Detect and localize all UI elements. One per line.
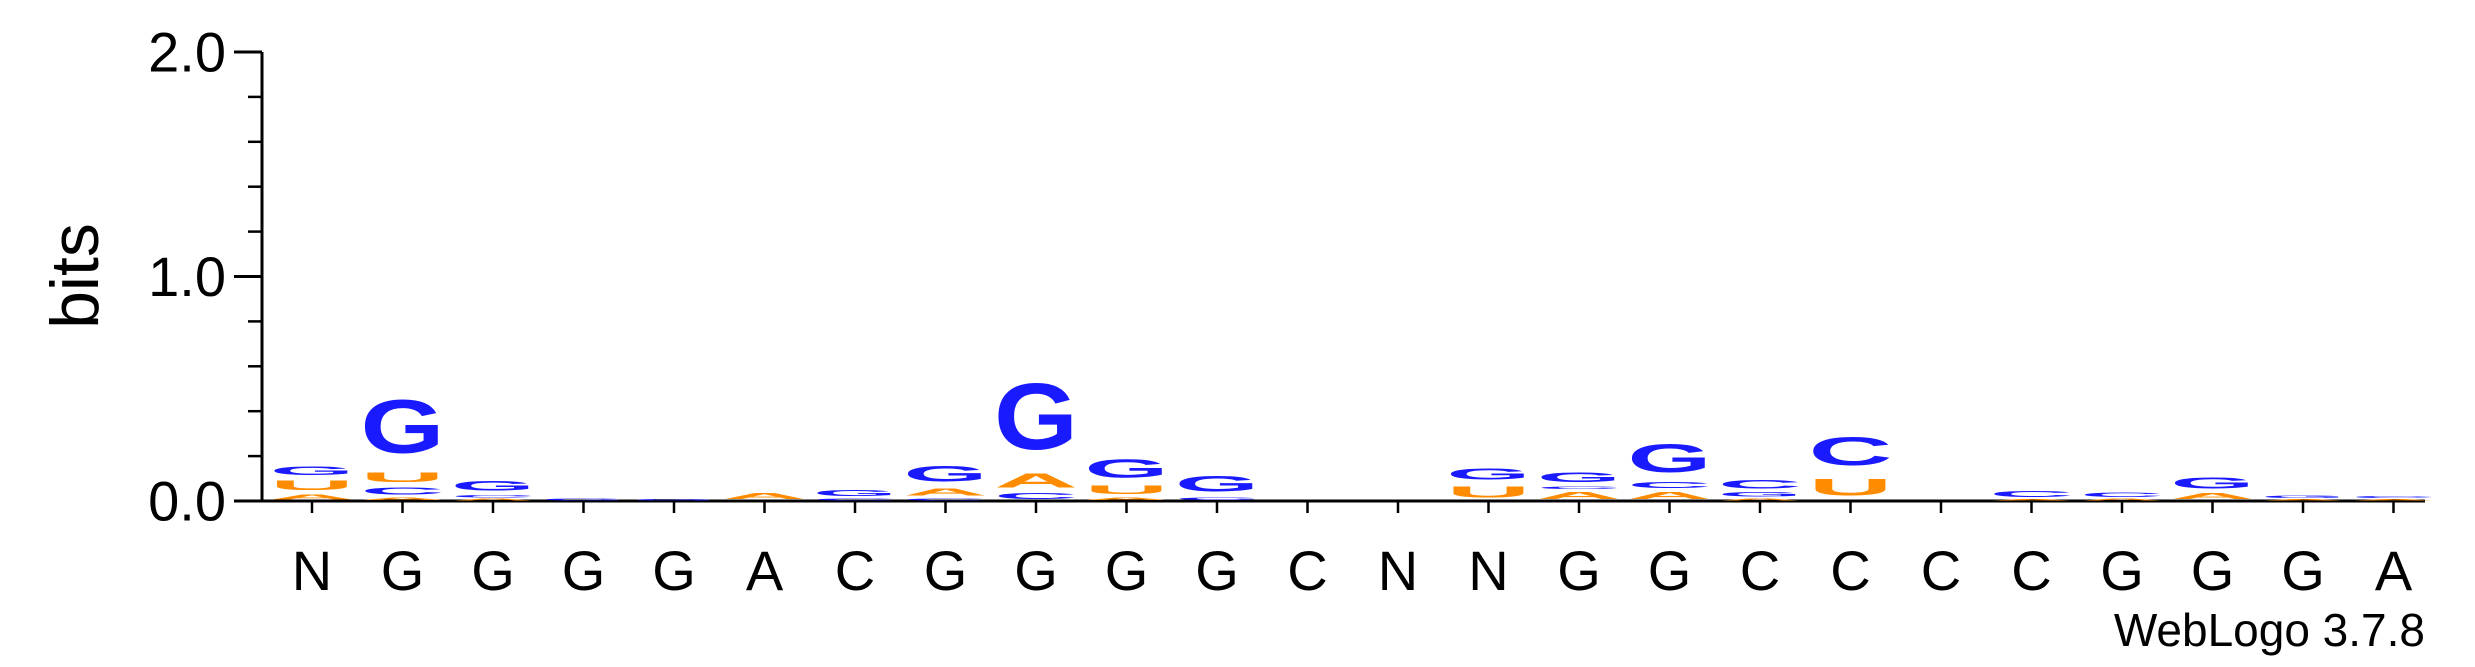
logo-letter-C: C bbox=[1537, 485, 1621, 489]
logo-letter-U: U bbox=[270, 477, 354, 493]
x-tick-label: N bbox=[292, 539, 332, 602]
logo-letter-G: G bbox=[1628, 436, 1712, 481]
logo-letter-U: U bbox=[361, 469, 445, 485]
logo-letter-C: C bbox=[2080, 492, 2164, 499]
logo-letter-A: A bbox=[451, 498, 535, 501]
logo-letter-C: C bbox=[1628, 481, 1712, 490]
x-tick-label: C bbox=[835, 539, 875, 602]
logo-letter-A: A bbox=[723, 492, 807, 501]
weblogo-credit: WebLogo 3.7.8 bbox=[2114, 604, 2425, 656]
logo-letter-G: G bbox=[1085, 454, 1169, 483]
x-tick-label: G bbox=[924, 539, 968, 602]
logo-letter-C: C bbox=[813, 498, 897, 501]
logo-letter-A: A bbox=[1718, 498, 1802, 501]
logo-letter-U: U bbox=[1447, 483, 1531, 501]
logo-letter-G: G bbox=[632, 499, 716, 501]
logo-letter-G: G bbox=[542, 498, 626, 501]
logo-letter-C: C bbox=[1990, 490, 2074, 499]
y-tick-label: 2.0 bbox=[148, 21, 226, 84]
logo-letter-A: A bbox=[2261, 499, 2345, 501]
logo-letter-G: G bbox=[451, 478, 535, 494]
logo-letter-A: A bbox=[904, 486, 988, 497]
x-tick-label: G bbox=[1557, 539, 1601, 602]
logo-letter-A: A bbox=[1537, 490, 1621, 501]
x-tick-label: A bbox=[746, 539, 784, 602]
logo-letter-A: A bbox=[2171, 492, 2255, 501]
logo-letter-U: U bbox=[1809, 474, 1893, 501]
logo-letter-U: U bbox=[1085, 483, 1169, 497]
logo-letter-G: G bbox=[1447, 465, 1531, 483]
logo-letter-C: C bbox=[994, 492, 1078, 501]
logo-letter-A: A bbox=[2352, 499, 2436, 501]
x-tick-label: G bbox=[2191, 539, 2235, 602]
logo-letter-C: C bbox=[2352, 495, 2436, 498]
logo-letter-A: A bbox=[270, 493, 354, 501]
logo-letter-A: A bbox=[1085, 497, 1169, 501]
logo-letter-A: A bbox=[1990, 499, 2074, 501]
logo-letter-G: G bbox=[813, 489, 897, 498]
x-tick-label: G bbox=[2100, 539, 2144, 602]
y-axis-ticks: 0.0 1.0 2.0 bbox=[148, 21, 262, 533]
logo-letter-C: C bbox=[1809, 429, 1893, 474]
x-tick-label: C bbox=[2011, 539, 2051, 602]
y-tick-label: 1.0 bbox=[148, 245, 226, 308]
logo-letter-G: G bbox=[904, 461, 988, 486]
x-tick-label: G bbox=[1648, 539, 1692, 602]
x-tick-label: G bbox=[471, 539, 515, 602]
x-tick-label: C bbox=[1830, 539, 1870, 602]
x-tick-label: G bbox=[2281, 539, 2325, 602]
x-tick-label: G bbox=[1105, 539, 1149, 602]
logo-letter-G: G bbox=[1175, 472, 1259, 497]
logo-letter-G: G bbox=[2171, 474, 2255, 492]
logo-letter-G: G bbox=[2261, 494, 2345, 498]
logo-letter-A: A bbox=[361, 497, 445, 501]
logo-letter-C: C bbox=[361, 485, 445, 496]
logo-letter-G: G bbox=[270, 464, 354, 477]
logo-letter-C: C bbox=[451, 494, 535, 498]
x-tick-label: G bbox=[1014, 539, 1058, 602]
x-tick-label: C bbox=[1740, 539, 1780, 602]
logo-letter-A: A bbox=[2080, 498, 2164, 501]
x-tick-label: A bbox=[2375, 539, 2413, 602]
logo-letter-A: A bbox=[994, 469, 1078, 492]
x-tick-label: G bbox=[652, 539, 696, 602]
x-tick-label: G bbox=[1195, 539, 1239, 602]
y-tick-label: 0.0 bbox=[148, 470, 226, 533]
logo-letter-A: A bbox=[1628, 490, 1712, 501]
logo-letter-C: C bbox=[1718, 477, 1802, 491]
logo-letter-G: G bbox=[1537, 470, 1621, 486]
logo-letter-G: G bbox=[361, 384, 445, 470]
x-tick-label: N bbox=[1378, 539, 1418, 602]
logo-letter-G: G bbox=[994, 364, 1078, 469]
logo-letter-G: G bbox=[1718, 491, 1802, 498]
x-tick-label: G bbox=[381, 539, 425, 602]
x-tick-label: C bbox=[1921, 539, 1961, 602]
x-tick-label: C bbox=[1287, 539, 1327, 602]
x-tick-label: G bbox=[562, 539, 606, 602]
logo-letter-C: C bbox=[1175, 497, 1259, 501]
y-axis-label: bits bbox=[37, 223, 113, 329]
logo-letter-C: C bbox=[904, 498, 988, 501]
x-tick-label: N bbox=[1468, 539, 1508, 602]
